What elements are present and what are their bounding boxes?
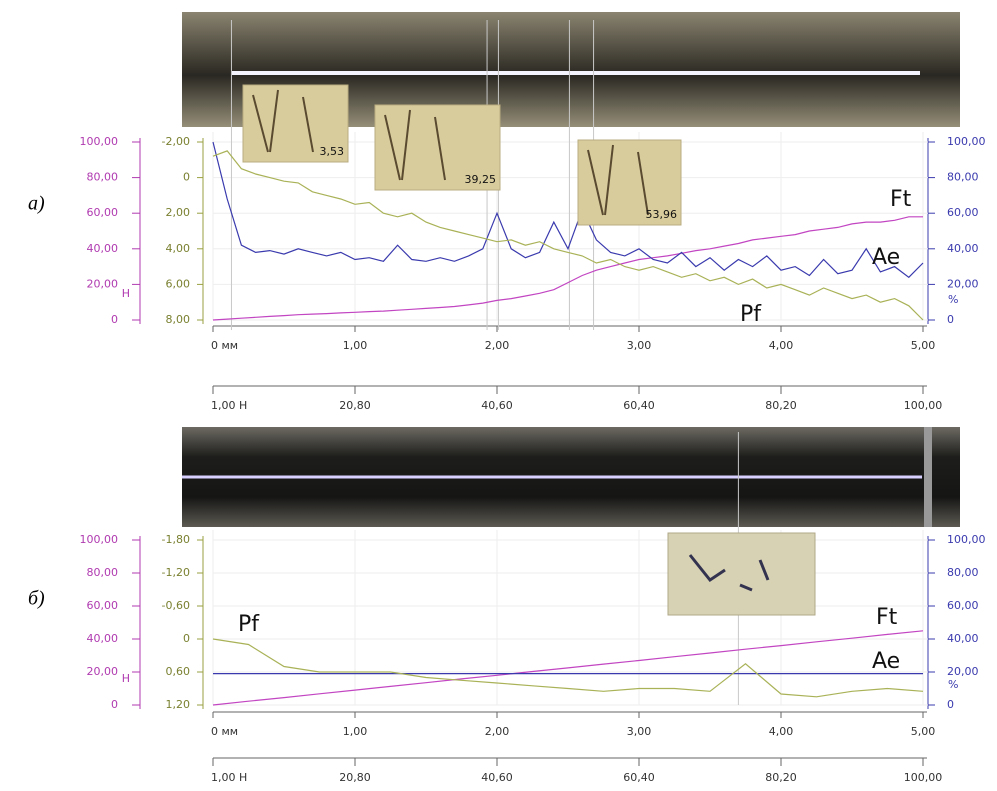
x-tick-label: 0 мм xyxy=(211,725,238,738)
y-tick-label: 60,00 xyxy=(87,206,119,219)
series-line xyxy=(213,631,923,705)
y3-tick-label: 2,00 xyxy=(166,206,191,219)
y3-tick-label: 4,00 xyxy=(166,242,191,255)
x2-tick-label: 60,40 xyxy=(623,399,655,412)
y2-tick-label: 0 xyxy=(947,698,954,711)
panel-label: а) xyxy=(28,193,45,215)
y2-tick-label: 60,00 xyxy=(947,206,979,219)
y2-tick-label: 40,00 xyxy=(947,242,979,255)
y-tick-label: 0 xyxy=(111,313,118,326)
x2-tick-label: 20,80 xyxy=(339,399,371,412)
y2-tick-label: 0 xyxy=(947,313,954,326)
y-tick-label: 40,00 xyxy=(87,632,119,645)
x-tick-label: 2,00 xyxy=(485,339,510,352)
series-name: Ae xyxy=(872,245,900,270)
x-tick-label: 3,00 xyxy=(627,339,652,352)
y2-tick-label: 20,00 xyxy=(947,277,979,290)
y3-tick-label: -1,80 xyxy=(162,533,190,546)
y-tick-label: 0 xyxy=(111,698,118,711)
y3-tick-label: -2,00 xyxy=(162,135,190,148)
y2-unit: % xyxy=(948,678,958,691)
x-tick-label: 4,00 xyxy=(769,725,794,738)
y-tick-label: 80,00 xyxy=(87,566,119,579)
y-tick-label: 60,00 xyxy=(87,599,119,612)
x2-tick-label: 80,20 xyxy=(765,771,797,784)
series-name: Pf xyxy=(238,612,260,637)
panel-label: б) xyxy=(28,588,45,610)
x-tick-label: 1,00 xyxy=(343,725,368,738)
y2-tick-label: 20,00 xyxy=(947,665,979,678)
y-unit: Н xyxy=(122,287,130,300)
inset-label: 3,53 xyxy=(320,145,345,158)
series-name: Ft xyxy=(890,187,912,212)
y3-tick-label: 8,00 xyxy=(166,313,191,326)
y2-tick-label: 80,00 xyxy=(947,171,979,184)
y-tick-label: 40,00 xyxy=(87,242,119,255)
series-name: Ae xyxy=(872,649,900,674)
micrograph-inset xyxy=(668,533,815,615)
x2-tick-label: 80,20 xyxy=(765,399,797,412)
x-tick-label: 0 мм xyxy=(211,339,238,352)
y-tick-label: 80,00 xyxy=(87,171,119,184)
y2-tick-label: 100,00 xyxy=(947,533,986,546)
y3-tick-label: 0,60 xyxy=(166,665,191,678)
x-tick-label: 2,00 xyxy=(485,725,510,738)
y3-tick-label: -0,60 xyxy=(162,599,190,612)
x2-tick-label: 60,40 xyxy=(623,771,655,784)
y-unit: Н xyxy=(122,672,130,685)
x-tick-label: 1,00 xyxy=(343,339,368,352)
y3-tick-label: 0 xyxy=(183,171,190,184)
figure: а) 0 20,00 40,00 60,00 80,00 100,00 -2,00 0 2,00 4… xyxy=(0,0,997,791)
x2-tick-label: 40,60 xyxy=(481,771,513,784)
x-tick-label: 4,00 xyxy=(769,339,794,352)
y2-tick-label: 60,00 xyxy=(947,599,979,612)
inset-label: 39,25 xyxy=(465,173,497,186)
x2-tick-label: 1,00 Н xyxy=(211,771,247,784)
y2-unit: % xyxy=(948,293,958,306)
track-end xyxy=(924,427,932,527)
y2-tick-label: 80,00 xyxy=(947,566,979,579)
x2-tick-label: 100,00 xyxy=(904,771,943,784)
y-tick-label: 100,00 xyxy=(80,135,119,148)
series-name: Ft xyxy=(876,605,898,630)
y3-tick-label: 1,20 xyxy=(166,698,191,711)
x-tick-label: 5,00 xyxy=(911,339,936,352)
y-tick-label: 20,00 xyxy=(87,277,119,290)
series-name: Pf xyxy=(740,302,762,327)
y2-tick-label: 100,00 xyxy=(947,135,986,148)
x-tick-label: 3,00 xyxy=(627,725,652,738)
y3-tick-label: -1,20 xyxy=(162,566,190,579)
y-tick-label: 20,00 xyxy=(87,665,119,678)
series-line xyxy=(213,151,923,320)
x2-tick-label: 1,00 Н xyxy=(211,399,247,412)
x2-tick-label: 40,60 xyxy=(481,399,513,412)
x2-tick-label: 100,00 xyxy=(904,399,943,412)
x-tick-label: 5,00 xyxy=(911,725,936,738)
y2-tick-label: 40,00 xyxy=(947,632,979,645)
y3-tick-label: 6,00 xyxy=(166,277,191,290)
y3-tick-label: 0 xyxy=(183,632,190,645)
inset-label: 53,96 xyxy=(646,208,678,221)
x2-tick-label: 20,80 xyxy=(339,771,371,784)
y-tick-label: 100,00 xyxy=(80,533,119,546)
